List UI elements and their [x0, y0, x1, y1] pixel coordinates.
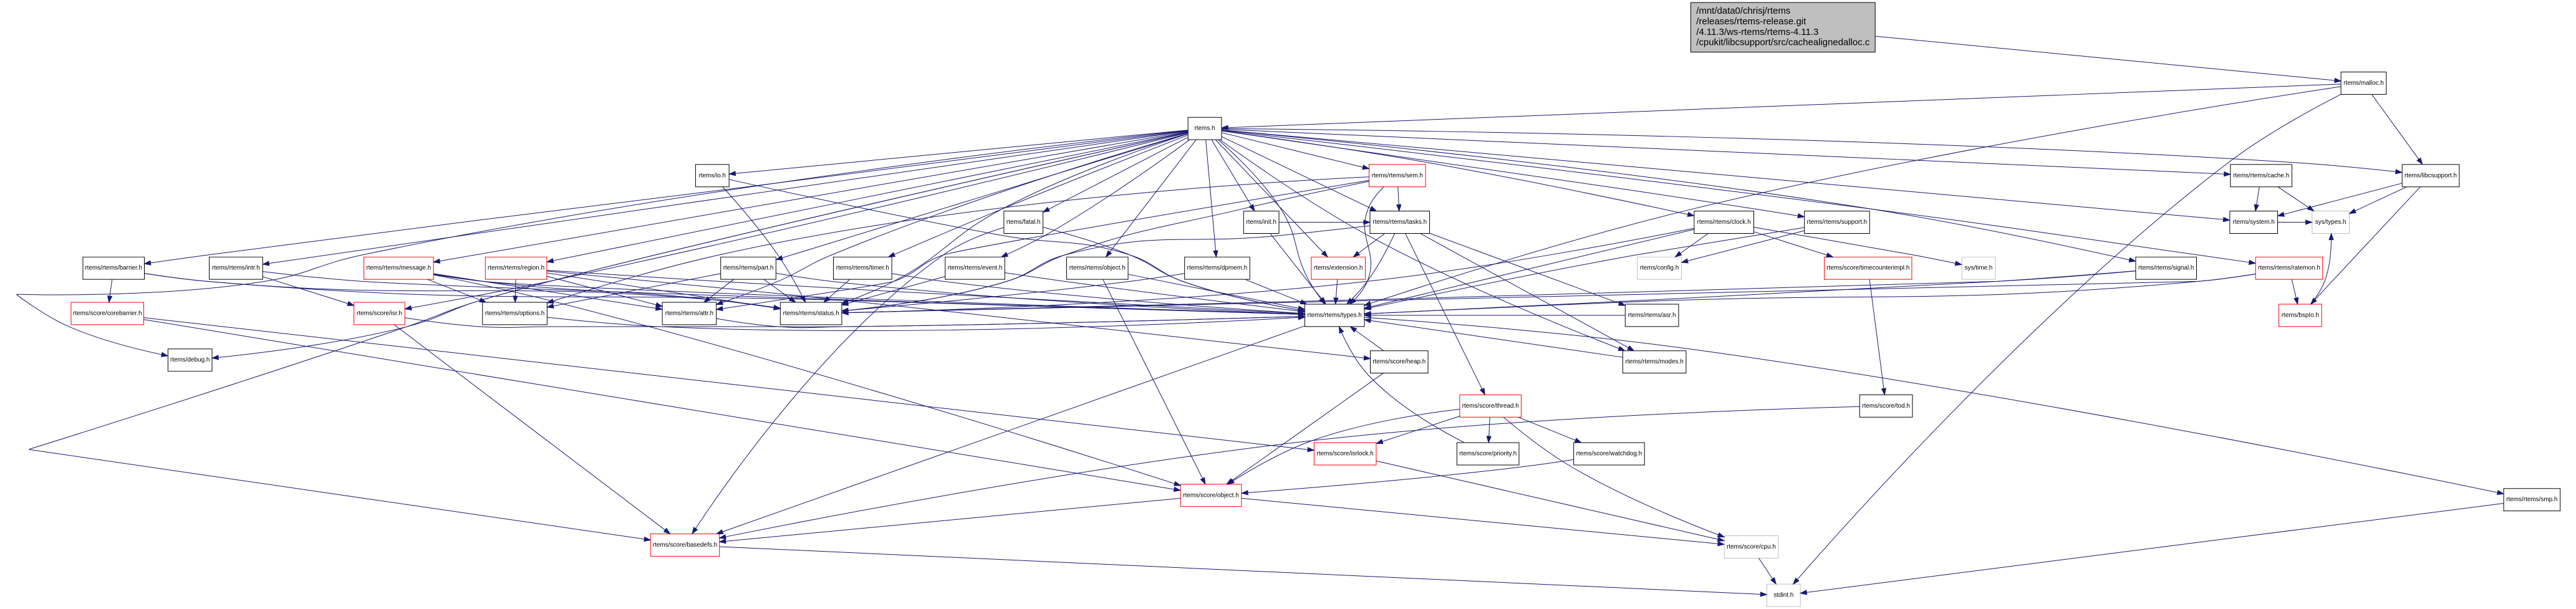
svg-text:rtems/score/heap.h: rtems/score/heap.h	[1372, 358, 1425, 365]
svg-text:rtems/score/isrlock.h: rtems/score/isrlock.h	[1317, 451, 1374, 458]
svg-text:rtems/rtems/message.h: rtems/rtems/message.h	[366, 265, 431, 272]
svg-text:rtems/libcsupport.h: rtems/libcsupport.h	[2405, 172, 2457, 179]
svg-text:stdint.h: stdint.h	[1773, 592, 1793, 599]
svg-text:rtems/rtems/region.h: rtems/rtems/region.h	[488, 265, 544, 272]
svg-text:rtems/rtems/signal.h: rtems/rtems/signal.h	[2138, 265, 2194, 272]
svg-text:rtems/io.h: rtems/io.h	[698, 172, 726, 179]
svg-text:rtems.h: rtems.h	[1194, 125, 1215, 132]
svg-text:rtems/system.h: rtems/system.h	[2232, 219, 2274, 226]
svg-text:rtems/score/tod.h: rtems/score/tod.h	[1862, 403, 1910, 410]
svg-text:/releases/rtems-release.git: /releases/rtems-release.git	[1696, 16, 1807, 27]
svg-text:rtems/config.h: rtems/config.h	[1640, 265, 1679, 272]
svg-text:rtems/score/basedefs.h: rtems/score/basedefs.h	[653, 542, 717, 549]
svg-text:rtems/score/object.h: rtems/score/object.h	[1183, 492, 1238, 499]
svg-text:rtems/rtems/asr.h: rtems/rtems/asr.h	[1628, 312, 1676, 319]
svg-text:rtems/rtems/dpmem.h: rtems/rtems/dpmem.h	[1187, 265, 1248, 272]
svg-text:rtems/rtems/cache.h: rtems/rtems/cache.h	[2233, 172, 2289, 179]
svg-text:rtems/debug.h: rtems/debug.h	[170, 357, 210, 363]
svg-text:rtems/score/watchdog.h: rtems/score/watchdog.h	[1576, 451, 1643, 458]
svg-text:rtems/score/isr.h: rtems/score/isr.h	[357, 310, 402, 317]
svg-text:rtems/rtems/ratemon.h: rtems/rtems/ratemon.h	[2258, 265, 2320, 272]
svg-text:/cpukit/libcsupport/src/cachea: /cpukit/libcsupport/src/cachealignedallo…	[1696, 37, 1869, 48]
svg-text:sys/types.h: sys/types.h	[2315, 219, 2347, 226]
svg-text:rtems/init.h: rtems/init.h	[1246, 219, 1276, 226]
svg-text:rtems/rtems/sem.h: rtems/rtems/sem.h	[1372, 172, 1423, 179]
svg-text:sys/time.h: sys/time.h	[1965, 265, 1993, 272]
svg-text:rtems/bspIo.h: rtems/bspIo.h	[2282, 312, 2319, 319]
svg-text:rtems/rtems/types.h: rtems/rtems/types.h	[1308, 312, 1362, 319]
svg-text:rtems/rtems/status.h: rtems/rtems/status.h	[783, 310, 839, 317]
svg-text:rtems/score/corebarrier.h: rtems/score/corebarrier.h	[73, 310, 142, 317]
svg-text:rtems/rtems/part.h: rtems/rtems/part.h	[723, 265, 774, 272]
svg-text:rtems/rtems/smp.h: rtems/rtems/smp.h	[2506, 496, 2557, 503]
svg-text:rtems/rtems/attr.h: rtems/rtems/attr.h	[665, 310, 713, 317]
svg-text:rtems/malloc.h: rtems/malloc.h	[2343, 80, 2384, 87]
svg-text:rtems/rtems/modes.h: rtems/rtems/modes.h	[1625, 358, 1683, 365]
svg-text:rtems/rtems/support.h: rtems/rtems/support.h	[1807, 219, 1868, 226]
svg-text:rtems/rtems/object.h: rtems/rtems/object.h	[1069, 265, 1126, 272]
svg-text:rtems/fatal.h: rtems/fatal.h	[1006, 219, 1041, 226]
svg-text:rtems/rtems/clock.h: rtems/rtems/clock.h	[1697, 219, 1751, 226]
svg-text:rtems/rtems/tasks.h: rtems/rtems/tasks.h	[1372, 219, 1427, 226]
svg-text:rtems/score/cpu.h: rtems/score/cpu.h	[1727, 544, 1776, 550]
svg-text:/mnt/data0/chrisj/rtems: /mnt/data0/chrisj/rtems	[1696, 6, 1790, 16]
svg-text:rtems/rtems/options.h: rtems/rtems/options.h	[485, 310, 545, 317]
svg-text:rtems/score/priority.h: rtems/score/priority.h	[1459, 451, 1517, 458]
svg-text:/4.11.3/ws-rtems/rtems-4.11.3: /4.11.3/ws-rtems/rtems-4.11.3	[1696, 27, 1818, 37]
svg-text:rtems/score/timecounterimpl.h: rtems/score/timecounterimpl.h	[1826, 265, 1909, 272]
svg-text:rtems/rtems/intr.h: rtems/rtems/intr.h	[212, 265, 260, 272]
svg-text:rtems/score/thread.h: rtems/score/thread.h	[1462, 403, 1519, 410]
svg-text:rtems/rtems/barrier.h: rtems/rtems/barrier.h	[85, 265, 142, 272]
svg-text:rtems/rtems/timer.h: rtems/rtems/timer.h	[836, 265, 889, 272]
svg-text:rtems/extension.h: rtems/extension.h	[1314, 265, 1363, 272]
svg-text:rtems/rtems/event.h: rtems/rtems/event.h	[948, 265, 1003, 272]
